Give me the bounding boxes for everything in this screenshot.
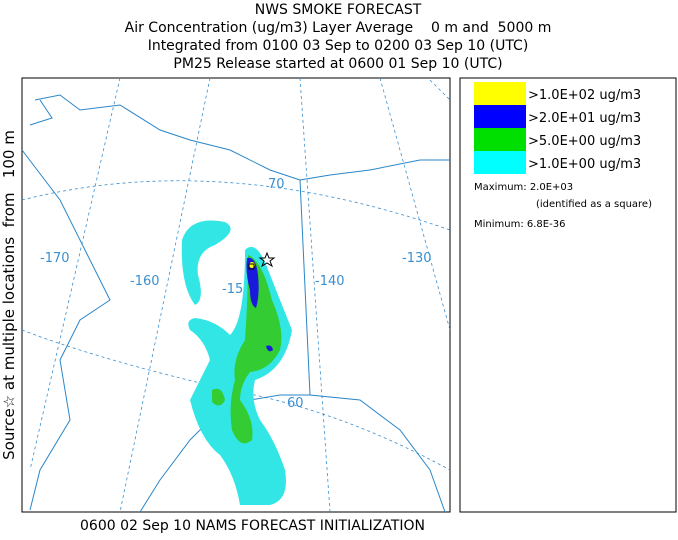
map-label: 70 (268, 177, 285, 192)
legend-swatch (474, 82, 526, 105)
legend-swatch (474, 151, 526, 174)
source-star (258, 251, 276, 268)
maximum: Maximum: 2.0E+03 (474, 182, 573, 193)
max-square (248, 263, 255, 270)
blue-area (246, 257, 273, 352)
map: -170 -160 -150 -140 -130 70 60 (21, 77, 451, 513)
side-label: Source☆ at multiple locations from 100 m (0, 130, 18, 460)
minimum: Minimum: 6.8E-36 (474, 219, 565, 230)
legend-label: >1.0E+02 ug/m3 (528, 88, 641, 103)
map-label: -160 (130, 274, 160, 289)
maximum-note: (identified as a square) (536, 199, 652, 210)
legend-label: >1.0E+00 ug/m3 (528, 157, 641, 172)
subtitle: PM25 Release started at 0600 01 Sep 10 (… (173, 56, 502, 72)
map-label: 60 (287, 396, 304, 411)
footer: 0600 02 Sep 10 NAMS FORECAST INITIALIZAT… (80, 518, 425, 534)
smoke-plume (181, 220, 292, 505)
title: NWS SMOKE FORECAST (255, 2, 422, 18)
subtitle: Integrated from 0100 03 Sep to 0200 03 S… (148, 38, 529, 54)
legend-label: >2.0E+01 ug/m3 (528, 111, 641, 126)
map-label: -130 (402, 251, 432, 266)
legend-swatch (474, 105, 526, 128)
subtitle: Air Concentration (ug/m3) Layer Average … (125, 20, 552, 36)
legend-swatch (474, 128, 526, 151)
legend-label: >5.0E+00 ug/m3 (528, 134, 641, 149)
green-area (212, 255, 282, 444)
map-label: -170 (40, 251, 70, 266)
legend: >1.0E+02 ug/m3 >2.0E+01 ug/m3 >5.0E+00 ug/… (474, 82, 641, 174)
map-label: -140 (315, 274, 345, 289)
